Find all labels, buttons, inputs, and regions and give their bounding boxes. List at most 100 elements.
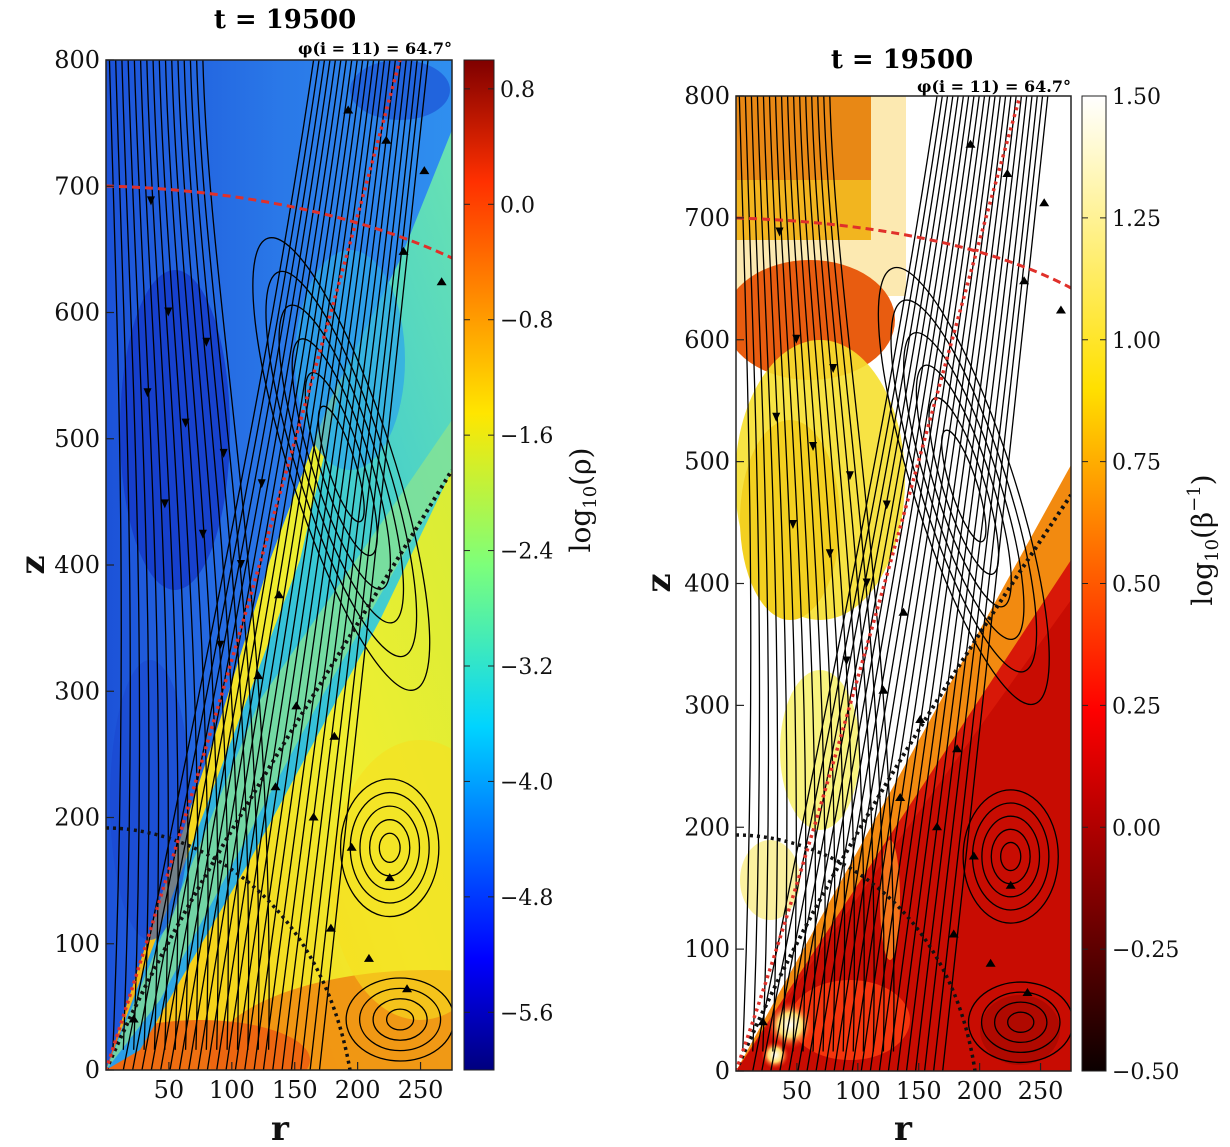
left-heatmap-field [106, 60, 452, 1070]
streamline [896, 96, 1023, 1071]
right-red-dotted-ray [736, 96, 1022, 1071]
y-tick-label: 400 [684, 570, 730, 598]
y-tick-label: 800 [54, 46, 100, 74]
streamline [942, 96, 1049, 1071]
streamline-arrow [829, 364, 838, 373]
streamline-arrow [842, 656, 851, 666]
right-colorbar-ticks: 1.50 1.25 1.00 0.75 0.50 0.25 0.00 −0.25 −0.50 [1082, 85, 1179, 1085]
left-red-dashed-arc [106, 184, 452, 260]
streamline-arrow [219, 448, 228, 458]
right-dotted-boundary [736, 493, 1071, 1071]
right-heatmap-field [736, 96, 1071, 1071]
streamline [146, 60, 179, 1050]
left-colorbar-ticks: 0.8 0.0 −0.8 −1.6 −2.4 −3.2 −4.0 −4.8 −5.6 [464, 78, 553, 1026]
streamline-arrow [198, 529, 207, 539]
streamline-arrow [257, 479, 266, 489]
streamline [823, 96, 885, 1052]
streamline [177, 60, 229, 1050]
streamline-arrow [1005, 880, 1016, 889]
streamline-arrow [160, 499, 169, 509]
streamline [178, 60, 347, 1070]
streamline-loop [385, 1008, 415, 1031]
streamline [121, 60, 141, 1050]
streamline [141, 60, 326, 1070]
streamline-arrow [253, 671, 264, 680]
right-xlabel: r [894, 1109, 913, 1147]
streamline-loop [339, 778, 440, 918]
streamline-arrow [792, 334, 801, 344]
right-ylabel: z [639, 573, 679, 592]
streamline-arrow [274, 590, 284, 599]
streamline-arrow [181, 418, 190, 428]
colorbar-tick-label: −4.0 [500, 770, 553, 795]
y-tick-label: 300 [54, 677, 100, 705]
streamline-arrow [952, 744, 963, 753]
streamline [115, 60, 131, 1050]
streamline-arrow [216, 640, 225, 650]
streamline-arrow [825, 549, 834, 559]
y-tick-label: 600 [684, 326, 730, 354]
streamline [797, 96, 965, 1071]
streamline-arrow [862, 578, 871, 588]
streamline [750, 96, 770, 1052]
streamline-arrow [915, 715, 926, 723]
streamline-arrow [346, 842, 357, 851]
streamline-arrow [882, 500, 891, 510]
right-title: t = 19500 [831, 45, 973, 75]
x-tick-label: 200 [957, 1077, 1003, 1105]
y-tick-label: 0 [85, 1056, 100, 1084]
streamline [824, 96, 980, 1071]
streamline-arrow [1002, 169, 1013, 177]
streamline-arrow [948, 929, 959, 938]
streamline-arrow [1022, 988, 1033, 996]
colorbar-tick-label: −4.8 [500, 886, 553, 911]
streamline-arrow [419, 166, 430, 175]
streamline [122, 60, 315, 1070]
streamline-arrow [402, 984, 413, 993]
streamline [253, 60, 391, 1070]
streamline [281, 60, 407, 1070]
streamline-arrow [788, 520, 797, 529]
x-tick-label: 150 [272, 1076, 318, 1104]
streamline-loop [967, 981, 1071, 1064]
streamline [171, 60, 219, 1050]
streamline-arrow [775, 227, 784, 237]
x-tick-label: 200 [335, 1076, 381, 1104]
streamline-loop [877, 266, 1050, 706]
streamline [768, 96, 797, 1052]
streamline [887, 96, 1017, 1071]
streamline [318, 60, 429, 1070]
streamline-arrow [146, 196, 155, 206]
streamline [869, 96, 1007, 1071]
streamline [188, 60, 353, 1070]
x-tick-label: 250 [398, 1076, 444, 1104]
streamline-arrow [398, 246, 409, 255]
streamline [234, 60, 380, 1070]
right-subtitle: φ(i = 11) = 64.7° [917, 77, 1071, 96]
streamline-loop [345, 977, 452, 1062]
streamline-loop [962, 789, 1059, 924]
right-colorbar-label: log10(β−1) [1184, 474, 1223, 605]
streamline-arrow [809, 442, 818, 451]
streamline-loop [252, 237, 431, 691]
streamline-loop [372, 998, 428, 1041]
streamline-arrow [845, 471, 854, 481]
streamline-loop [291, 338, 392, 590]
streamline [923, 96, 1038, 1071]
streamline [780, 96, 817, 1052]
left-subtitle: φ(i = 11) = 64.7° [298, 39, 452, 58]
streamline [272, 60, 402, 1070]
y-tick-label: 0 [715, 1057, 730, 1085]
streamline [108, 60, 122, 1050]
streamline [860, 96, 1001, 1071]
streamline-loop [317, 405, 365, 523]
colorbar-tick-label: 0.8 [500, 78, 535, 103]
x-tick-label: 100 [209, 1076, 255, 1104]
x-tick-label: 100 [835, 1077, 881, 1105]
streamline [206, 60, 364, 1070]
streamline [183, 60, 240, 1050]
streamline [774, 96, 807, 1052]
streamline [914, 96, 1033, 1071]
x-tick-label: 150 [896, 1077, 942, 1105]
x-tick-label: 50 [782, 1077, 813, 1105]
